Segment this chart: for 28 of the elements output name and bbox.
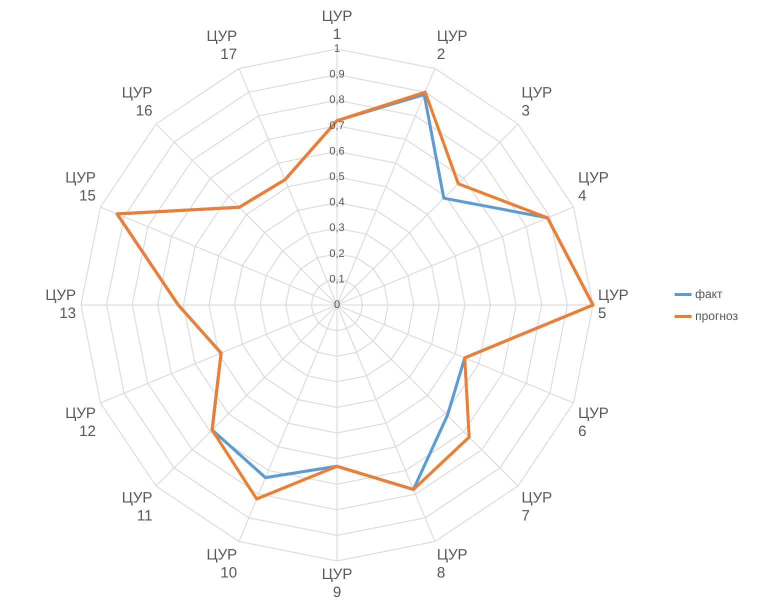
spoke-label: ЦУР 7 xyxy=(522,490,552,525)
spoke-label: ЦУР 8 xyxy=(436,546,468,582)
spoke-label: ЦУР 12 xyxy=(65,405,96,440)
y-tick-label: 0,5 xyxy=(329,171,345,184)
spoke-label: ЦУР 11 xyxy=(122,490,152,525)
spoke-label: ЦУР 9 xyxy=(322,566,352,602)
y-tick-label: 0,2 xyxy=(329,248,345,260)
y-tick-label: 0,3 xyxy=(329,222,345,234)
spoke-label: ЦУР 15 xyxy=(65,169,96,204)
legend-label: факт xyxy=(695,286,724,301)
spoke-label: ЦУР 1 xyxy=(322,8,352,44)
spoke-label: ЦУР 17 xyxy=(206,28,238,64)
legend-label: прогноз xyxy=(695,308,738,323)
spoke-label: ЦУР 4 xyxy=(578,169,609,204)
spoke-label: ЦУР 16 xyxy=(122,84,152,120)
y-tick-label: 0,1 xyxy=(329,273,345,286)
spoke-label: ЦУР 2 xyxy=(436,28,468,64)
y-tick-label: 0,8 xyxy=(329,94,345,106)
y-tick-label: 0 xyxy=(334,299,340,312)
spoke-label: ЦУР 5 xyxy=(598,287,629,322)
spoke-label: ЦУР 10 xyxy=(206,546,238,582)
spoke-label: ЦУР 3 xyxy=(522,84,552,120)
y-tick-label: 0,9 xyxy=(329,68,345,81)
spoke-label: ЦУР 6 xyxy=(578,405,609,440)
spoke-label: ЦУР 13 xyxy=(45,287,76,322)
y-tick-label: 1 xyxy=(334,43,340,56)
y-tick-label: 0,4 xyxy=(329,196,345,209)
y-tick-label: 0,6 xyxy=(329,145,345,158)
